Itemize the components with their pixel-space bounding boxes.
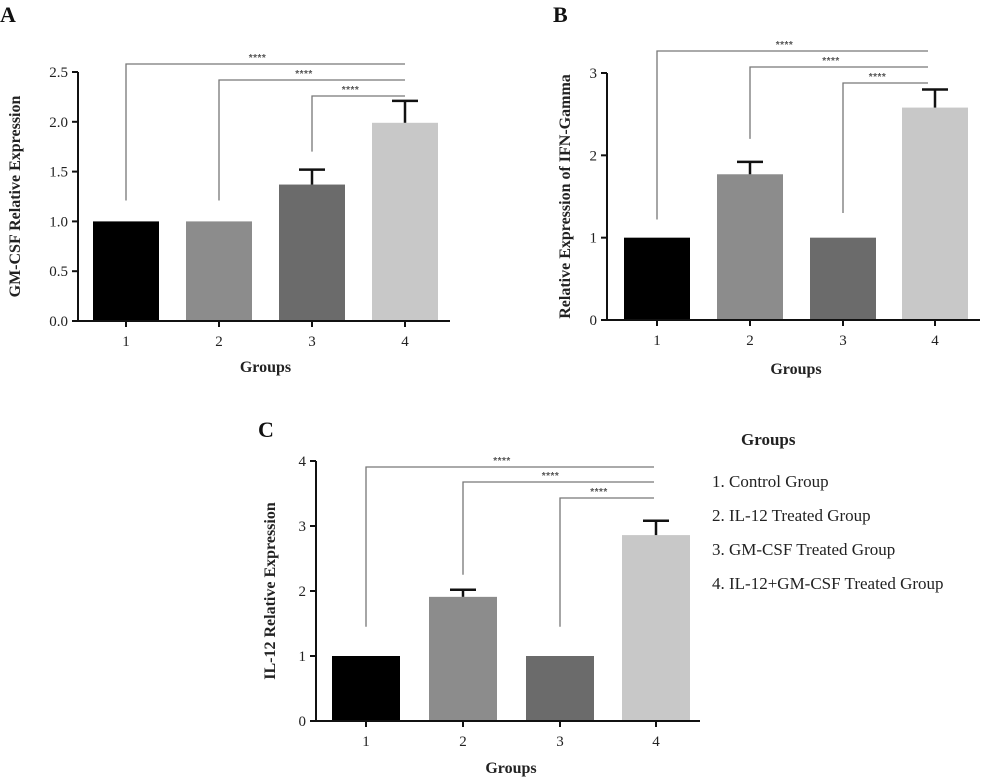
bar-group-2	[186, 221, 252, 321]
significance-label: ****	[493, 456, 511, 467]
bar-group-3	[279, 184, 345, 321]
x-tick-label: 2	[746, 333, 754, 349]
bar-group-4	[622, 535, 690, 721]
panel-label: B	[553, 2, 568, 27]
y-tick-label: 0	[590, 313, 598, 329]
bar-group-1	[624, 237, 690, 320]
bar-group-2	[717, 174, 783, 320]
chart-panel-a: A 0.0 0.5 1.0 1.5 2.0 2.5 1 2 3 4 Groups GM-CSF Rela…	[0, 2, 450, 376]
y-tick-label: 0	[299, 714, 307, 730]
x-tick-label: 3	[308, 334, 316, 350]
y-tick-label: 1	[299, 649, 307, 665]
bar-group-3	[810, 237, 876, 320]
x-tick-label: 2	[215, 334, 223, 350]
significance-bracket	[656, 50, 928, 220]
y-axis-title: IL-12 Relative Expression	[262, 502, 279, 680]
x-tick-label: 2	[459, 734, 467, 750]
y-axis-title: Relative Expression of IFN-Gamma	[557, 74, 574, 319]
x-tick-label: 4	[931, 333, 939, 349]
y-tick-label: 2	[299, 584, 307, 600]
legend-item-1: 1. Control Group	[712, 472, 829, 491]
x-axis-title: Groups	[240, 359, 291, 376]
significance-bracket	[311, 95, 405, 152]
x-tick-label: 1	[362, 734, 370, 750]
significance-label: ****	[295, 69, 313, 80]
y-tick-label: 1.0	[49, 214, 68, 230]
significance-bracket	[125, 63, 405, 201]
chart-panel-b: B 0 1 2 3 1 2 3 4 Groups Relative Expression of IF…	[553, 2, 980, 378]
groups-legend: Groups 1. Control Group 2. IL-12 Treated…	[712, 430, 944, 601]
x-axis-title: Groups	[770, 361, 821, 378]
significance-bracket	[218, 79, 405, 201]
panel-label: C	[258, 417, 274, 442]
significance-bracket	[749, 66, 928, 139]
significance-bracket	[365, 466, 654, 627]
y-tick-label: 3	[299, 519, 307, 535]
x-tick-label: 4	[652, 734, 660, 750]
significance-label: ****	[776, 40, 794, 51]
significance-label: ****	[869, 72, 887, 83]
y-tick-label: 3	[590, 66, 598, 82]
y-tick-label: 1.5	[49, 165, 68, 181]
x-tick-label: 1	[122, 334, 130, 350]
y-tick-label: 0.5	[49, 264, 68, 280]
bar-group-4	[902, 107, 968, 320]
y-tick-label: 1	[590, 231, 598, 247]
legend-item-2: 2. IL-12 Treated Group	[712, 506, 871, 525]
significance-label: ****	[342, 85, 360, 96]
legend-title: Groups	[741, 430, 796, 449]
y-tick-label: 0.0	[49, 314, 68, 330]
panel-label: A	[0, 2, 16, 27]
y-tick-label: 2.0	[49, 115, 68, 131]
significance-bracket	[559, 497, 654, 627]
significance-label: ****	[590, 487, 608, 498]
bar-group-3	[526, 656, 594, 721]
x-tick-label: 3	[839, 333, 847, 349]
bar-group-2	[429, 596, 497, 721]
x-tick-label: 4	[401, 334, 409, 350]
legend-item-3: 3. GM-CSF Treated Group	[712, 540, 896, 559]
y-axis-title: GM-CSF Relative Expression	[7, 96, 24, 298]
legend-item-4: 4. IL-12+GM-CSF Treated Group	[712, 574, 944, 593]
bar-group-4	[372, 122, 438, 322]
y-tick-label: 4	[299, 454, 307, 470]
chart-panel-c: C 0 1 2 3 4 1 2 3 4 Groups IL-12 Relative Expressio…	[258, 417, 700, 777]
significance-label: ****	[822, 56, 840, 67]
y-tick-label: 2.5	[49, 65, 68, 81]
significance-label: ****	[249, 53, 267, 64]
significance-label: ****	[542, 471, 560, 482]
x-tick-label: 3	[556, 734, 564, 750]
significance-bracket	[462, 481, 654, 575]
bar-group-1	[332, 656, 400, 721]
x-tick-label: 1	[653, 333, 661, 349]
bar-group-1	[93, 221, 159, 321]
significance-bracket	[842, 82, 928, 213]
x-axis-title: Groups	[485, 760, 536, 777]
y-tick-label: 2	[590, 148, 598, 164]
